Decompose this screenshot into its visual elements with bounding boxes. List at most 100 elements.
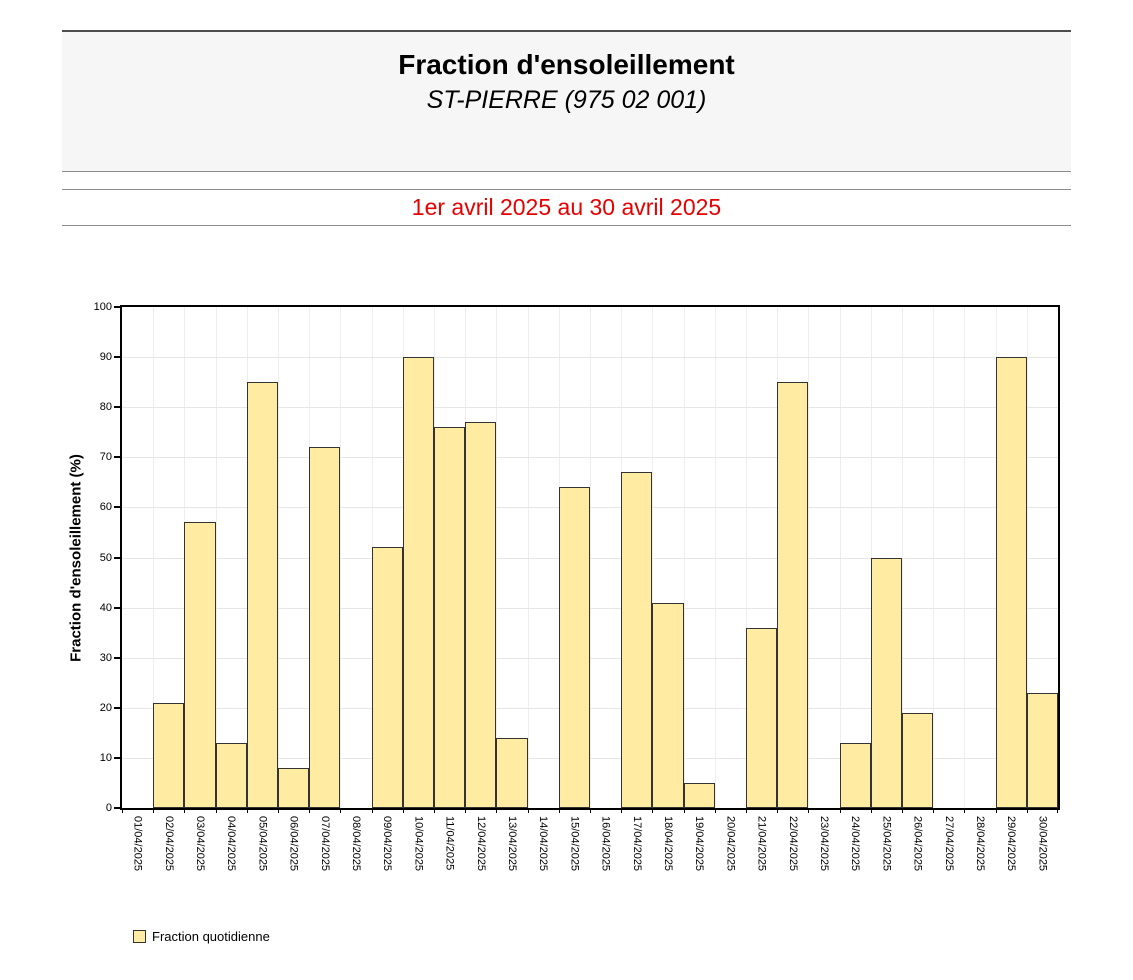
bar: [278, 767, 310, 808]
y-gridline: [122, 457, 1058, 459]
bar: [465, 422, 497, 808]
x-tick: [808, 808, 810, 813]
x-tick-label: 06/04/2025: [287, 816, 300, 872]
y-tick-label: 70: [99, 451, 112, 464]
x-tick-label: 27/04/2025: [942, 816, 955, 872]
x-tick: [402, 808, 404, 813]
y-tick-label: 30: [99, 651, 112, 664]
x-tick-label: 01/04/2025: [131, 816, 144, 872]
x-tick: [870, 808, 872, 813]
x-tick-label: 22/04/2025: [786, 816, 799, 872]
x-tick-label: 17/04/2025: [630, 816, 643, 872]
x-tick: [621, 808, 623, 813]
bar: [246, 382, 278, 808]
x-tick-label: 20/04/2025: [724, 816, 737, 872]
bar: [434, 427, 466, 808]
x-tick-label: 03/04/2025: [194, 816, 206, 872]
y-tick: [114, 556, 120, 559]
y-gridline: [122, 357, 1058, 359]
y-tick-label: 100: [93, 301, 112, 313]
x-tick: [434, 808, 435, 813]
x-tick: [309, 808, 311, 813]
x-tick: [683, 808, 685, 813]
bar: [371, 547, 403, 808]
legend-label: Fraction quotidienne: [152, 929, 270, 944]
y-tick: [114, 356, 120, 359]
y-gridline: [122, 757, 1058, 759]
bar: [309, 447, 341, 808]
x-tick: [1026, 808, 1028, 813]
bar: [995, 357, 1027, 808]
bar: [683, 782, 715, 808]
x-tick-label: 18/04/2025: [662, 816, 674, 872]
y-tick-label: 80: [99, 401, 112, 414]
x-tick: [527, 808, 529, 813]
x-tick-label: 15/04/2025: [568, 816, 581, 872]
x-tick-label: 26/04/2025: [911, 816, 924, 872]
y-tick: [114, 506, 120, 509]
legend-swatch-icon: [133, 930, 146, 943]
period-band: 1er avril 2025 au 30 avril 2025: [62, 189, 1071, 226]
bar: [402, 357, 434, 808]
y-tick-label: 40: [99, 601, 112, 614]
x-tick: [1057, 808, 1058, 813]
x-tick-label: 11/04/2025: [443, 816, 456, 871]
y-tick: [114, 706, 120, 709]
x-tick: [746, 808, 747, 813]
x-tick-label: 23/04/2025: [818, 816, 830, 872]
x-tick: [465, 808, 467, 813]
y-tick-label: 0: [105, 802, 112, 814]
y-gridline: [122, 507, 1058, 509]
x-tick-label: 30/04/2025: [1036, 816, 1049, 872]
y-tick: [114, 656, 120, 659]
y-tick: [114, 807, 120, 809]
y-gridline: [122, 557, 1058, 559]
bar: [870, 557, 902, 808]
x-tick-label: 07/04/2025: [318, 816, 331, 872]
bar: [652, 602, 684, 808]
x-tick: [278, 808, 279, 813]
x-tick-label: 10/04/2025: [412, 816, 425, 872]
x-tick: [215, 808, 217, 813]
y-tick-label: 10: [99, 751, 112, 764]
bar: [184, 522, 216, 808]
bar: [621, 472, 653, 808]
x-tick-label: 09/04/2025: [381, 816, 394, 872]
x-tick: [902, 808, 903, 813]
bar: [839, 742, 871, 808]
y-tick-label: 90: [99, 351, 112, 364]
y-tick: [114, 456, 120, 459]
x-tick-label: 19/04/2025: [693, 816, 706, 872]
x-tick: [590, 808, 591, 813]
x-tick: [246, 808, 248, 813]
x-tick: [995, 808, 997, 813]
x-tick: [184, 808, 186, 813]
x-tick-label: 28/04/2025: [974, 816, 986, 872]
x-tick-label: 25/04/2025: [880, 816, 893, 872]
x-tick: [777, 808, 779, 813]
bar: [496, 737, 528, 808]
x-tick: [496, 808, 498, 813]
page-title: Fraction d'ensoleillement: [398, 49, 735, 80]
x-tick-label: 16/04/2025: [599, 816, 612, 872]
bar: [902, 712, 934, 808]
x-tick-label: 05/04/2025: [256, 816, 269, 872]
x-tick: [839, 808, 841, 813]
x-tick-label: 14/04/2025: [537, 816, 550, 872]
y-tick: [114, 306, 120, 308]
legend: Fraction quotidienne: [133, 929, 270, 944]
x-tick: [964, 808, 966, 813]
bar: [558, 487, 590, 808]
x-tick-label: 12/04/2025: [474, 816, 487, 872]
station-subtitle: ST-PIERRE (975 02 001): [426, 86, 707, 114]
plot-area: 0 10 20 30 40 50 60 70 80 90 100 01/04/2025 02/04/20…: [94, 302, 1060, 871]
bar: [153, 702, 185, 808]
y-gridline: [122, 407, 1058, 409]
x-tick-label: 08/04/2025: [350, 816, 362, 872]
x-tick-label: 29/04/2025: [1005, 816, 1018, 872]
period-label: 1er avril 2025 au 30 avril 2025: [411, 194, 722, 220]
y-tick-label: 20: [99, 701, 112, 714]
bar: [215, 742, 247, 808]
y-gridline: [122, 657, 1058, 659]
x-tick: [652, 808, 654, 813]
